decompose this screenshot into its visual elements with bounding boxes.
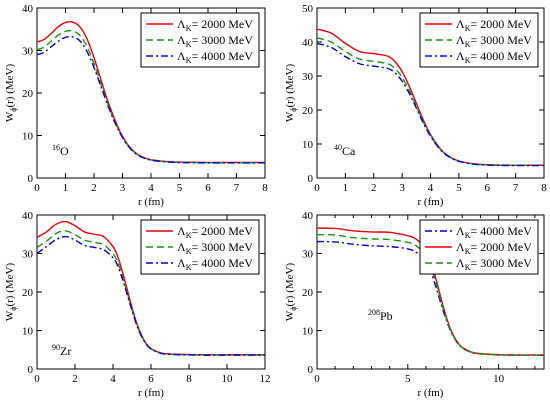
legend-entry-3000: ΛK= 3000 MeV <box>456 33 532 49</box>
nucleus-label: 16O <box>52 143 69 158</box>
x-tick-label: 3 <box>120 182 126 194</box>
legend-entry-3000: ΛK= 3000 MeV <box>177 240 253 256</box>
x-tick-label: 1 <box>63 182 69 194</box>
x-axis-label: r (fm) <box>138 387 164 399</box>
y-tick-label: 10 <box>302 326 314 338</box>
x-tick-label: 12 <box>260 373 271 385</box>
y-tick-label: 0 <box>308 364 314 376</box>
nucleus-label: 208Pb <box>368 308 393 323</box>
nucleus-label: 40Ca <box>334 143 356 158</box>
x-tick-label: 2 <box>91 182 97 194</box>
x-axis-label: r (fm) <box>418 196 444 208</box>
chart-panel-2: 0 2 4 6 8 10 12 0 10 20 30 40 r (fm) Wϕ(r) (MeV) ΛK= 2… <box>4 210 271 399</box>
x-tick-label: 0 <box>314 373 320 385</box>
chart-panel-3: 0 5 10 0 10 20 30 40 r (fm) Wϕ(r) (MeV) ΛK= 4000 M… <box>284 210 545 399</box>
x-tick-label: 0 <box>314 182 320 194</box>
x-tick-label: 7 <box>513 182 519 194</box>
x-tick-label: 5 <box>177 182 183 194</box>
legend-box <box>419 219 539 275</box>
x-axis-label: r (fm) <box>418 387 444 399</box>
x-tick-label: 0 <box>34 182 40 194</box>
x-tick-label: 10 <box>222 373 234 385</box>
legend-entry-2000: ΛK= 2000 MeV <box>456 17 532 33</box>
x-tick-label: 5 <box>405 373 411 385</box>
x-tick-label: 3 <box>399 182 405 194</box>
y-axis-label: Wϕ(r) (MeV) <box>4 64 18 123</box>
series-line-3000 <box>317 37 544 167</box>
y-tick-label: 10 <box>22 326 34 338</box>
y-tick-label: 40 <box>22 3 34 15</box>
y-tick-label: 40 <box>302 37 314 49</box>
y-tick-label: 50 <box>302 3 314 15</box>
x-tick-label: 4 <box>428 182 434 194</box>
x-tick-label: 8 <box>186 373 192 385</box>
y-tick-label: 40 <box>302 210 314 222</box>
legend-entry-3000: ΛK= 3000 MeV <box>177 33 253 49</box>
x-tick-label: 0 <box>34 373 40 385</box>
legend-entry-2000: ΛK= 2000 MeV <box>456 240 532 256</box>
legend-entry-2000: ΛK= 2000 MeV <box>177 224 253 240</box>
x-tick-label: 2 <box>371 182 377 194</box>
chart-panel-1: 0 1 2 3 4 5 6 7 8 0 10 20 30 40 50 r (fm) Wϕ(r) (MeV) ΛK=… <box>284 3 547 208</box>
y-tick-label: 30 <box>302 249 314 261</box>
y-tick-label: 0 <box>28 364 34 376</box>
y-tick-label: 20 <box>302 287 314 299</box>
y-tick-label: 10 <box>22 131 34 143</box>
y-tick-label: 0 <box>308 173 314 185</box>
x-tick-label: 6 <box>485 182 491 194</box>
x-tick-label: 6 <box>148 373 154 385</box>
y-axis-label: Wϕ(r) (MeV) <box>284 64 298 123</box>
x-tick-label: 8 <box>262 182 268 194</box>
chart-panel-0: 0 1 2 3 4 5 6 7 8 0 10 20 30 40 r (fm) Wϕ(r) (MeV) ΛK= 2… <box>4 3 268 208</box>
series-line-4000 <box>317 42 544 167</box>
x-tick-label: 4 <box>148 182 154 194</box>
legend-entry-4000: ΛK= 4000 MeV <box>456 49 532 65</box>
x-tick-label: 8 <box>541 182 547 194</box>
y-tick-label: 20 <box>22 88 34 100</box>
y-tick-label: 20 <box>22 287 34 299</box>
y-axis-label: Wϕ(r) (MeV) <box>284 263 298 322</box>
series-line-3000 <box>317 233 544 356</box>
x-tick-label: 6 <box>205 182 211 194</box>
y-tick-label: 30 <box>22 46 34 58</box>
x-tick-label: 1 <box>343 182 349 194</box>
series-line-4000 <box>37 235 265 356</box>
x-tick-label: 2 <box>72 373 78 385</box>
x-tick-label: 7 <box>234 182 240 194</box>
legend-entry-4000: ΛK= 4000 MeV <box>456 224 532 240</box>
nucleus-label: 90Zr <box>52 343 71 358</box>
series-line-4000 <box>37 35 265 164</box>
x-tick-label: 10 <box>493 373 505 385</box>
y-axis-label: Wϕ(r) (MeV) <box>4 263 18 322</box>
y-tick-label: 40 <box>22 210 34 222</box>
legend-entry-4000: ΛK= 4000 MeV <box>177 256 253 272</box>
y-tick-label: 30 <box>22 249 34 261</box>
legend-box <box>419 12 539 68</box>
x-tick-label: 5 <box>456 182 462 194</box>
y-tick-label: 30 <box>302 71 314 83</box>
x-tick-label: 4 <box>110 373 116 385</box>
legend-entry-3000: ΛK= 3000 MeV <box>456 256 532 272</box>
legend-entry-2000: ΛK= 2000 MeV <box>177 17 253 33</box>
legend-entry-4000: ΛK= 4000 MeV <box>177 49 253 65</box>
y-tick-label: 0 <box>28 173 34 185</box>
y-tick-label: 10 <box>302 139 314 151</box>
x-axis-label: r (fm) <box>138 196 164 208</box>
y-tick-label: 20 <box>302 105 314 117</box>
